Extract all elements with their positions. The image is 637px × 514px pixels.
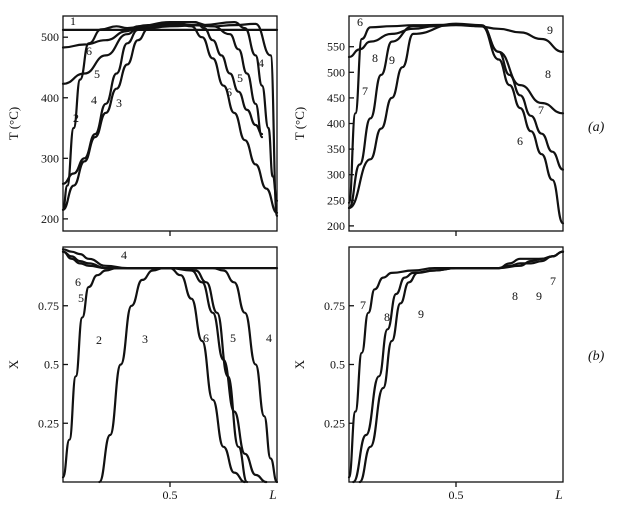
top-right-ytick-label: 200 — [327, 219, 345, 233]
bottom-left-series-6 — [61, 250, 246, 484]
top-right-curve-label-9: 9 — [389, 53, 395, 67]
top-left-curve-label-5: 5 — [94, 67, 100, 81]
top-right-series-7 — [347, 23, 565, 210]
bottom-right-curve-label-7: 7 — [550, 274, 556, 288]
bottom-left-curve-label-4: 4 — [121, 248, 127, 262]
top-left-series-6 — [61, 21, 264, 136]
top-left-curve-label-1: 1 — [70, 14, 76, 28]
top-left-curve-label-5: 5 — [237, 71, 243, 85]
top-right-curve-label-7: 7 — [538, 103, 544, 117]
top-left-ylabel: T (°C) — [6, 107, 21, 140]
bottom-left-curve-label-2: 2 — [96, 333, 102, 347]
top-right-curve-label-6: 6 — [357, 15, 363, 29]
top-right-curve-label-6: 6 — [517, 134, 523, 148]
top-right-series-6 — [347, 23, 565, 225]
bottom-right-curve-label-9: 9 — [536, 289, 542, 303]
bottom-left-series-4 — [61, 248, 279, 484]
top-right-ytick-label: 450 — [327, 91, 345, 105]
bottom-left-curve-label-5: 5 — [230, 331, 236, 345]
top-right-series-9 — [347, 24, 565, 59]
bottom-left-ytick-label: 0.75 — [38, 299, 59, 313]
bottom-right-ytick-label: 0.25 — [324, 416, 345, 430]
top-left-curve-label-4: 4 — [258, 56, 264, 70]
bottom-right-curve-label-8: 8 — [512, 289, 518, 303]
top-left-ytick-label: 200 — [41, 212, 59, 226]
bottom-right-ytick-label: 0.75 — [324, 299, 345, 313]
top-right-ytick-label: 500 — [327, 65, 345, 79]
top-right-ytick-label: 300 — [327, 168, 345, 182]
bottom-left-xlabel: L — [268, 487, 276, 502]
bottom-right-xlabel: L — [554, 487, 562, 502]
top-left-series-3 — [61, 22, 279, 214]
top-left-series-2 — [61, 22, 279, 217]
bottom-left-curve-label-4: 4 — [266, 331, 272, 345]
bottom-right-series-8 — [352, 250, 565, 484]
bottom-left-frame — [62, 246, 278, 483]
bottom-left-xtick-label: 0.5 — [163, 488, 178, 502]
top-right-ytick-label: 250 — [327, 193, 345, 207]
bottom-left-series-2 — [61, 267, 279, 479]
bottom-right-curve-label-9: 9 — [418, 307, 424, 321]
top-right-curve-label-9: 9 — [547, 23, 553, 37]
top-left-curve-label-2: 2 — [73, 111, 79, 125]
bottom-left-series-3 — [98, 267, 249, 484]
bottom-left-curve-label-6: 6 — [75, 275, 81, 289]
top-right-ytick-label: 550 — [327, 40, 345, 54]
top-right-curve-label-8: 8 — [545, 67, 551, 81]
bottom-left-curve-label-3: 3 — [142, 332, 148, 346]
top-right-ytick-label: 350 — [327, 142, 345, 156]
top-left-ytick-label: 400 — [41, 91, 59, 105]
bottom-right-xtick-label: 0.5 — [449, 488, 464, 502]
top-right-frame — [348, 15, 564, 232]
panel-label-b: (b) — [588, 349, 605, 364]
bottom-left-ytick-label: 0.5 — [44, 358, 59, 372]
top-right-ylabel: T (°C) — [292, 107, 307, 140]
bottom-right-curve-label-8: 8 — [384, 310, 390, 324]
top-right-curve-label-8: 8 — [372, 51, 378, 65]
top-right-ytick-label: 400 — [327, 117, 345, 131]
bottom-left-panel: 0.25 0.5 0.75 0.5 X L 2 3 4 5 6 6 5 4 — [6, 246, 279, 502]
bottom-left-ytick-label: 0.25 — [38, 416, 59, 430]
top-right-series-8 — [347, 22, 565, 210]
bottom-right-ylabel: X — [292, 359, 307, 369]
bottom-left-series-5 — [61, 250, 268, 484]
top-left-curve-label-3: 3 — [116, 96, 122, 110]
top-left-frame — [62, 15, 278, 232]
top-left-ytick-label: 300 — [41, 151, 59, 165]
bottom-left-ylabel: X — [6, 359, 21, 369]
bottom-left-curve-label-5: 5 — [78, 291, 84, 305]
panel-label-a: (a) — [588, 120, 605, 135]
top-left-curve-label-6: 6 — [86, 44, 92, 58]
bottom-right-ytick-label: 0.5 — [330, 358, 345, 372]
top-left-series-4 — [61, 21, 279, 202]
bottom-right-series-9 — [358, 250, 565, 484]
top-left-curve-label-4: 4 — [91, 93, 97, 107]
top-left-ytick-label: 500 — [41, 30, 59, 44]
bottom-right-curve-label-7: 7 — [360, 298, 366, 312]
bottom-right-series-7 — [347, 250, 565, 479]
top-left-curve-label-6: 6 — [226, 85, 232, 99]
bottom-left-curve-label-6: 6 — [203, 331, 209, 345]
top-right-curve-label-7: 7 — [362, 84, 368, 98]
